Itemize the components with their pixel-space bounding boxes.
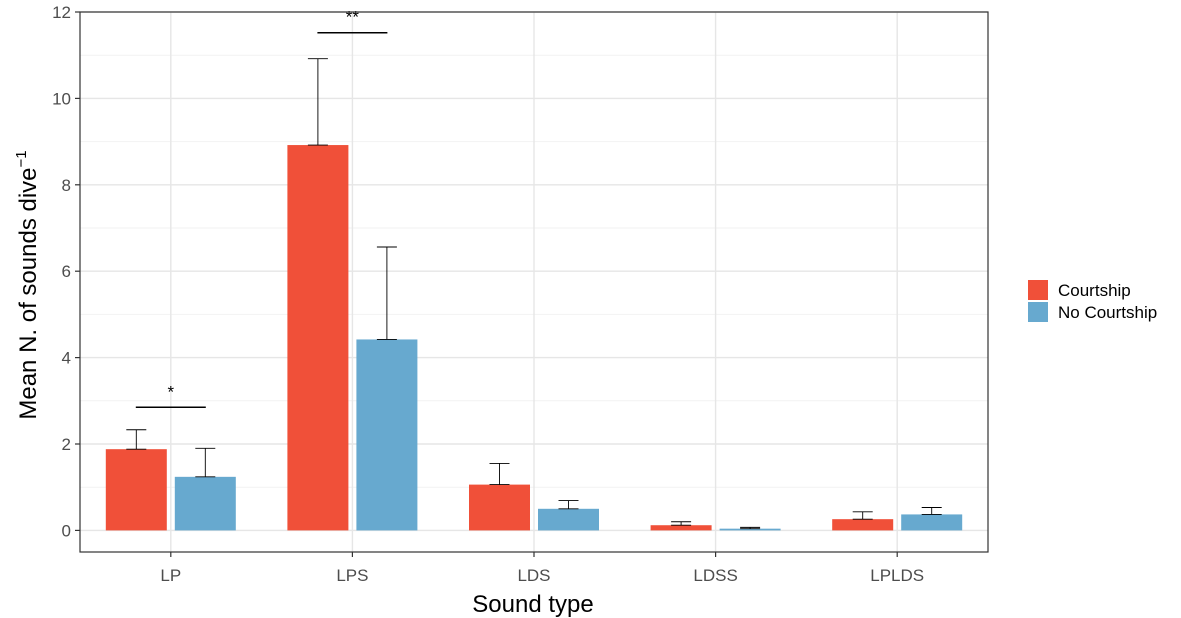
x-tick-label: LDS xyxy=(517,566,550,585)
y-tick-label: 10 xyxy=(52,89,71,108)
x-tick-label: LPS xyxy=(336,566,368,585)
y-tick-label: 8 xyxy=(62,176,71,195)
bar xyxy=(174,476,236,531)
y-axis-title-main: Mean N. of sounds dive xyxy=(15,167,42,419)
x-tick-label: LP xyxy=(160,566,181,585)
legend-swatch xyxy=(1028,302,1048,322)
bar xyxy=(105,449,167,531)
bar xyxy=(538,508,599,531)
x-axis: LP LPS LDS LDSS LPLDS xyxy=(160,552,924,585)
significance-label: ** xyxy=(346,8,360,27)
legend: Courtship No Courtship xyxy=(1028,280,1157,322)
significance-markers: *** xyxy=(135,8,388,409)
x-tick-label: LPLDS xyxy=(870,566,924,585)
bar xyxy=(356,339,418,531)
y-axis: 0 2 4 6 8 10 12 xyxy=(52,3,80,540)
bar xyxy=(832,519,894,531)
bar xyxy=(901,514,963,531)
y-tick-label: 4 xyxy=(62,349,71,368)
x-axis-title: Sound type xyxy=(472,591,593,618)
y-axis-title: Mean N. of sounds dive−1 xyxy=(13,150,42,419)
error-bars xyxy=(126,58,942,530)
bar xyxy=(719,528,781,531)
bar xyxy=(650,525,712,531)
y-tick-label: 2 xyxy=(62,435,71,454)
x-tick-label: LDSS xyxy=(693,566,737,585)
bar xyxy=(287,145,349,531)
legend-label: No Courtship xyxy=(1058,303,1157,322)
y-tick-label: 0 xyxy=(62,521,71,540)
legend-label: Courtship xyxy=(1058,281,1131,300)
significance-label: * xyxy=(167,382,174,401)
bars xyxy=(105,145,963,531)
y-axis-title-superscript: −1 xyxy=(13,150,30,167)
bar xyxy=(469,484,530,531)
y-tick-label: 6 xyxy=(62,262,71,281)
y-tick-label: 12 xyxy=(52,3,71,22)
legend-swatch xyxy=(1028,280,1048,300)
grid-lines xyxy=(80,11,988,552)
